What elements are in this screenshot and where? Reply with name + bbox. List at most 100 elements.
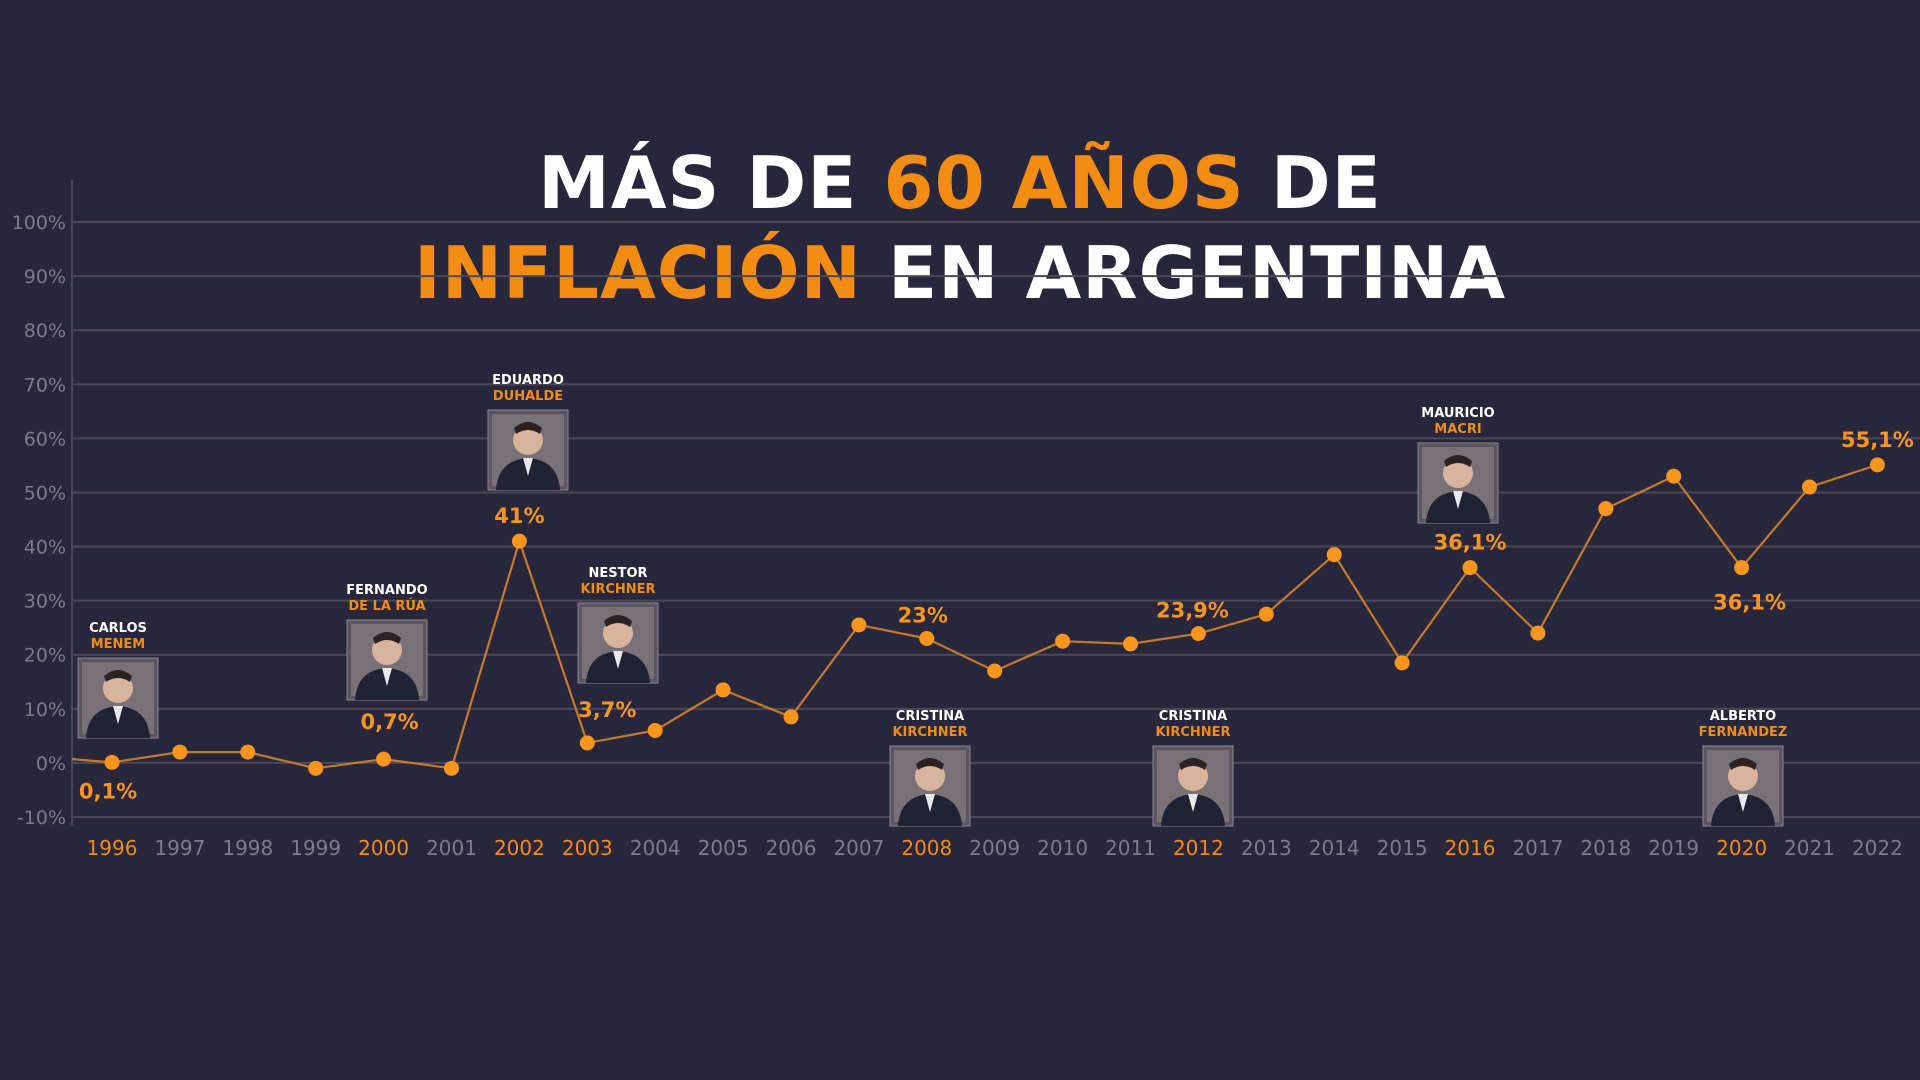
x-tick-label: 2009: [969, 836, 1020, 860]
president-last-name: KIRCHNER: [892, 725, 967, 740]
face-shape: [372, 635, 402, 665]
data-point: [240, 744, 256, 760]
data-point: [1123, 636, 1138, 652]
data-label: 0,7%: [360, 710, 418, 734]
data-point: [444, 760, 459, 776]
data-label: 3,7%: [578, 698, 636, 722]
data-point: [1190, 626, 1206, 642]
x-tick-label: 2016: [1445, 836, 1496, 860]
president-first-name: CRISTINA: [896, 709, 964, 724]
page-title: MÁS DE 60 AÑOS DE INFLACIÓN EN ARGENTINA: [0, 138, 1920, 318]
y-tick-label: -10%: [17, 807, 66, 829]
data-point: [104, 754, 120, 770]
x-tick-label: 1997: [154, 836, 205, 860]
y-tick-label: 100%: [12, 212, 66, 234]
face-shape: [603, 618, 633, 648]
x-tick-label: 2002: [494, 836, 545, 860]
x-tick-label: 1996: [87, 836, 138, 860]
title-highlight: INFLACIÓN: [413, 231, 862, 315]
hair-shape: [916, 758, 944, 770]
title-part: DE: [1244, 141, 1382, 225]
data-point: [172, 744, 188, 760]
data-label: 23%: [898, 604, 948, 628]
data-point: [511, 533, 527, 549]
x-tick-label: 1998: [222, 836, 273, 860]
shirt-shape: [382, 668, 392, 686]
face-shape: [915, 761, 945, 791]
x-tick-label: 2004: [630, 836, 681, 860]
data-label: 55,1%: [1841, 428, 1914, 452]
data-label: 23,9%: [1156, 599, 1229, 623]
x-tick-label: 2012: [1173, 836, 1224, 860]
president-first-name: EDUARDO: [492, 373, 564, 388]
hair-shape: [104, 670, 132, 682]
title-line-2: INFLACIÓN EN ARGENTINA: [0, 228, 1920, 318]
x-tick-label: 2001: [426, 836, 477, 860]
president-last-name: MACRI: [1434, 422, 1481, 437]
face-shape: [513, 425, 543, 455]
shirt-shape: [613, 651, 623, 669]
shirt-shape: [1188, 794, 1198, 812]
data-point: [715, 682, 731, 698]
y-tick-label: 0%: [36, 753, 66, 775]
title-line-1: MÁS DE 60 AÑOS DE: [0, 138, 1920, 228]
data-point: [1598, 501, 1614, 517]
x-tick-label: 2020: [1716, 836, 1767, 860]
hair-shape: [1729, 758, 1757, 770]
x-tick-label: 2005: [698, 836, 749, 860]
x-tick-label: 2017: [1512, 836, 1563, 860]
hair-shape: [514, 422, 542, 434]
face-shape: [103, 673, 133, 703]
data-point: [1530, 625, 1546, 641]
title-highlight: 60 AÑOS: [883, 141, 1245, 225]
data-point: [1258, 606, 1274, 622]
data-label: 41%: [494, 504, 544, 528]
x-tick-label: 2006: [766, 836, 817, 860]
x-tick-label: 2010: [1037, 836, 1088, 860]
face-shape: [1178, 761, 1208, 791]
y-tick-label: 30%: [24, 591, 66, 613]
y-tick-label: 80%: [24, 320, 66, 342]
shirt-shape: [113, 706, 123, 724]
data-point: [1394, 655, 1410, 671]
title-part: EN ARGENTINA: [861, 231, 1507, 315]
hair-shape: [604, 615, 632, 627]
president-first-name: CRISTINA: [1159, 709, 1227, 724]
x-tick-label: 2008: [901, 836, 952, 860]
x-tick-label: 2022: [1852, 836, 1903, 860]
data-label: 36,1%: [1713, 591, 1786, 615]
shirt-shape: [925, 794, 935, 812]
y-tick-label: 70%: [24, 374, 66, 396]
president-last-name: KIRCHNER: [580, 582, 655, 597]
data-point: [1734, 560, 1750, 576]
data-point: [1326, 547, 1342, 563]
title-part: MÁS DE: [538, 141, 884, 225]
y-tick-label: 20%: [24, 645, 66, 667]
face-shape: [1728, 761, 1758, 791]
data-point: [1802, 479, 1817, 495]
president-first-name: MAURICIO: [1421, 406, 1494, 421]
data-point: [1462, 560, 1478, 576]
president-first-name: ALBERTO: [1710, 709, 1776, 724]
data-label: 0,1%: [79, 779, 137, 803]
president-last-name: MENEM: [91, 637, 146, 652]
y-tick-label: 60%: [24, 428, 66, 450]
y-tick-label: 10%: [24, 699, 66, 721]
x-tick-label: 2021: [1784, 836, 1835, 860]
x-tick-label: 2015: [1377, 836, 1428, 860]
x-tick-label: 2018: [1580, 836, 1631, 860]
president-last-name: KIRCHNER: [1155, 725, 1230, 740]
face-shape: [1443, 458, 1473, 488]
x-tick-label: 2000: [358, 836, 409, 860]
president-last-name: DE LA RÚA: [348, 598, 425, 614]
y-tick-label: 50%: [24, 482, 66, 504]
president-first-name: FERNANDO: [346, 583, 427, 598]
president-last-name: FERNANDEZ: [1699, 725, 1788, 740]
x-tick-label: 2014: [1309, 836, 1360, 860]
data-point: [919, 631, 935, 646]
shirt-shape: [1453, 491, 1463, 509]
data-point: [1055, 633, 1071, 649]
y-tick-label: 90%: [24, 266, 66, 288]
